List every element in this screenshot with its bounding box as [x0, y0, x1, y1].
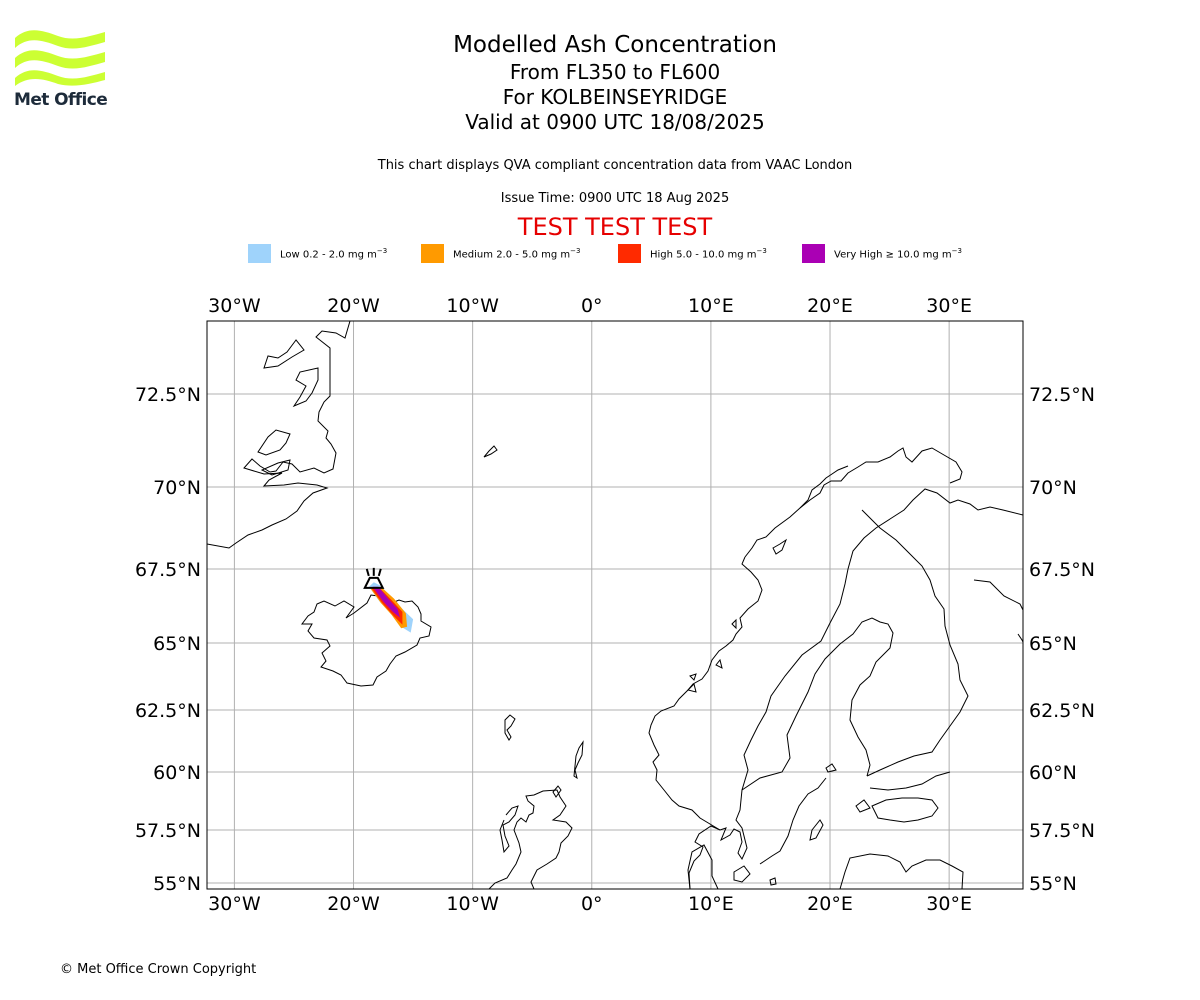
coastline-greenland-fjord — [263, 339, 305, 369]
lon-label-bottom: 0° — [581, 893, 603, 915]
legend-swatch-medium — [421, 244, 444, 263]
lon-label-bottom: 20°W — [327, 893, 380, 915]
coastline-gulf-of-finland — [869, 771, 951, 791]
lat-label-left: 57.5°N — [135, 820, 201, 842]
legend-swatch-high — [618, 244, 641, 263]
lat-label-right: 62.5°N — [1029, 700, 1095, 722]
coastline-finland — [861, 509, 969, 777]
legend-label-medium: Medium 2.0 - 5.0 mg m−3 — [453, 247, 581, 261]
coastline-iceland — [301, 593, 432, 687]
ash-region-very-high — [372, 586, 400, 618]
lat-label-left: 55°N — [153, 873, 201, 895]
logo-text: Met Office — [14, 90, 108, 110]
ash-plume — [369, 582, 414, 633]
coastline-estonia — [871, 797, 939, 823]
legend-swatch-low — [248, 244, 271, 263]
coastline-greenland-fjord — [257, 429, 291, 456]
coastline-baltic — [839, 853, 964, 889]
lat-label-right: 67.5°N — [1029, 559, 1095, 581]
lat-label-left: 67.5°N — [135, 559, 201, 581]
legend-label-high: High 5.0 - 10.0 mg m−3 — [650, 247, 767, 261]
map-frame — [206, 320, 1024, 890]
coastlines — [207, 321, 1023, 889]
lon-label-top: 0° — [581, 295, 603, 317]
legend-label-very-high: Very High ≥ 10.0 mg m−3 — [834, 247, 962, 261]
coastline-greenland-fjord — [260, 459, 291, 476]
lon-label-top: 30°E — [926, 295, 972, 317]
lat-label-left: 72.5°N — [135, 384, 201, 406]
coastline-shetland — [573, 740, 584, 780]
chart-title: Modelled Ash Concentration — [453, 32, 777, 58]
coastline-kola — [1017, 633, 1023, 643]
coastline-russia-white-sea — [973, 579, 1023, 611]
lat-label-right: 55°N — [1029, 873, 1077, 895]
graticule — [207, 321, 1023, 889]
title-block: Modelled Ash Concentration From FL350 to… — [0, 30, 1200, 135]
test-banner: TEST TEST TEST — [517, 213, 713, 241]
lat-label-right: 72.5°N — [1029, 384, 1095, 406]
volcano-icon — [363, 567, 385, 589]
volcano-name: For KOLBEINSEYRIDGE — [502, 85, 728, 109]
coastline-bornholm — [769, 877, 777, 886]
lat-label-left: 60°N — [153, 762, 201, 784]
coastline-norway-west — [744, 447, 963, 558]
lon-label-top: 10°E — [688, 295, 734, 317]
coastline-norway-south — [648, 556, 763, 831]
lat-label-left: 62.5°N — [135, 700, 201, 722]
copyright: © Met Office Crown Copyright — [60, 962, 257, 977]
volcano-marker — [363, 567, 385, 589]
lon-label-bottom: 10°W — [446, 893, 499, 915]
coastline-denmark — [687, 844, 719, 889]
axis-tick-labels: 30°W 30°W 20°W 20°W 10°W 10°W 0° 0° 10°E 10°E 20°E… — [135, 295, 1095, 915]
lon-label-bottom: 10°E — [688, 893, 734, 915]
lon-label-top: 10°W — [446, 295, 499, 317]
lat-label-right: 65°N — [1029, 633, 1077, 655]
issue-time: Issue Time: 0900 UTC 18 Aug 2025 — [500, 191, 730, 206]
ash-region-high — [371, 588, 403, 625]
valid-time: Valid at 0900 UTC 18/08/2025 — [465, 110, 765, 134]
coastline-lofoten — [772, 538, 788, 555]
coastline-aland — [825, 763, 837, 773]
met-office-logo: Met Office — [14, 28, 109, 112]
coastline-jan-mayen — [483, 445, 498, 458]
coastline-islands — [687, 618, 737, 693]
compliance-note: This chart displays QVA compliant concen… — [377, 158, 853, 173]
lon-label-top: 20°E — [807, 295, 853, 317]
lat-label-left: 70°N — [153, 477, 201, 499]
coastline-norway-north — [799, 465, 849, 509]
coastline-sweden-south — [759, 777, 827, 865]
coastline-faroes — [504, 714, 516, 741]
coastline-greenland — [207, 321, 351, 549]
lat-label-right: 70°N — [1029, 477, 1077, 499]
coastline-scotland — [488, 789, 573, 889]
met-office-waves-icon — [15, 30, 105, 86]
lat-label-left: 65°N — [153, 633, 201, 655]
coastline-saaremaa — [855, 799, 871, 813]
lon-label-bottom: 20°E — [807, 893, 853, 915]
coastline-scandinavia — [688, 488, 1023, 889]
coastline-bothnia — [741, 617, 894, 791]
legend-swatch-very-high — [802, 244, 825, 263]
coastline-orkney — [552, 785, 562, 798]
coastline-greenland-fjord — [292, 367, 319, 408]
coastline-hebrides — [499, 805, 519, 854]
lon-label-top: 30°W — [208, 295, 261, 317]
coastline-zealand — [733, 865, 751, 883]
lon-label-bottom: 30°W — [208, 893, 261, 915]
lat-label-right: 60°N — [1029, 762, 1077, 784]
lat-label-right: 57.5°N — [1029, 820, 1095, 842]
flight-levels: From FL350 to FL600 — [509, 60, 721, 84]
lon-label-bottom: 30°E — [926, 893, 972, 915]
coastline-gotland — [809, 819, 824, 841]
lon-label-top: 20°W — [327, 295, 380, 317]
legend-label-low: Low 0.2 - 2.0 mg m−3 — [280, 247, 388, 261]
